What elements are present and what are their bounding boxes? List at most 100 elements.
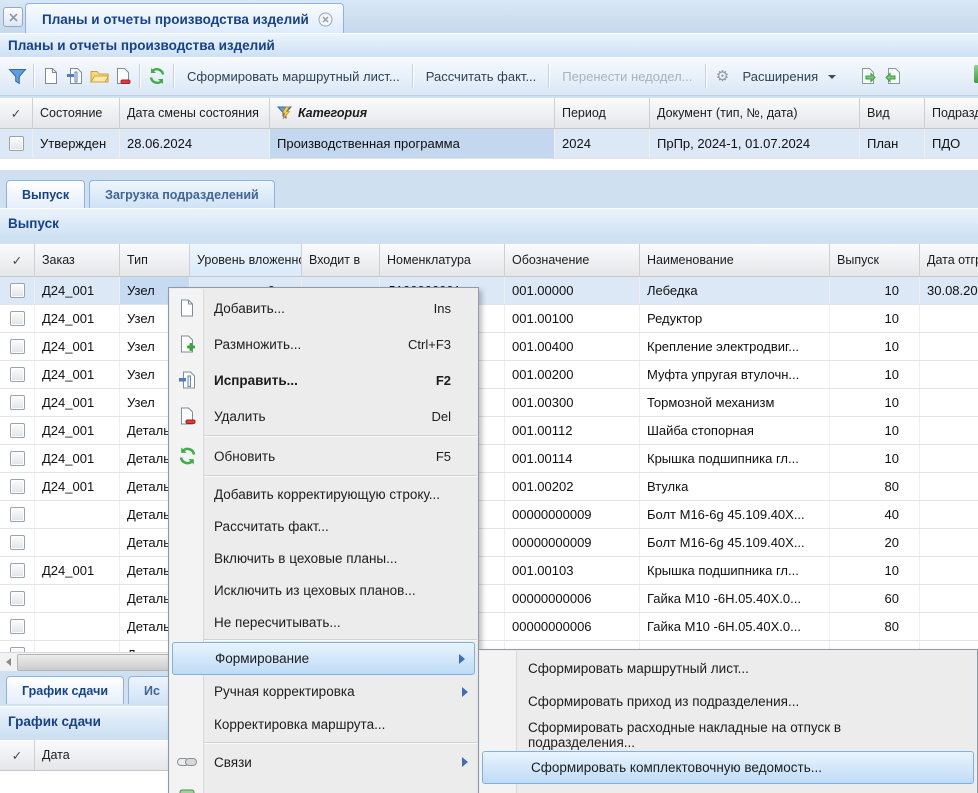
cell-designation[interactable]: 00000000006 (505, 613, 640, 640)
checkbox[interactable] (9, 619, 25, 634)
cell-order[interactable] (35, 613, 120, 640)
row-check-cell[interactable] (0, 641, 35, 652)
cell-output[interactable]: 10 (830, 389, 920, 416)
cell-output[interactable]: 10 (830, 277, 920, 304)
cell-order[interactable] (35, 641, 120, 652)
cell-state-date[interactable]: 28.06.2024 (120, 129, 270, 158)
cell-order[interactable] (35, 501, 120, 528)
table-row[interactable]: Д24_001 Деталь 001.00202 Втулка 80 (0, 473, 978, 501)
cell-name[interactable]: Муфта упругая втулочн... (640, 361, 830, 388)
make-route-sheet-button[interactable]: Сформировать маршрутный лист... (187, 68, 400, 84)
col-header-period[interactable]: Период (555, 98, 650, 128)
table-row[interactable]: Д24_001 Деталь 001.00112 Шайба стопорная 10 (0, 417, 978, 445)
cell-output[interactable]: 20 (830, 529, 920, 556)
row-check-cell[interactable] (0, 417, 35, 444)
menu-item-duplicate[interactable]: Размножить... Ctrl+F3 (170, 326, 477, 362)
cell-ship-date[interactable] (920, 585, 978, 612)
row-check-cell[interactable] (0, 501, 35, 528)
cell-order[interactable]: Д24_001 (35, 473, 120, 500)
table-row[interactable]: Д24_001Узел0Д100000001001.00000Лебедка10… (0, 277, 978, 305)
cell-nomenclature[interactable] (380, 501, 505, 528)
col-header-check[interactable]: ✓ (0, 244, 35, 276)
cell-designation[interactable]: 001.00103 (505, 557, 640, 584)
menu-item-add[interactable]: Добавить... Ins (170, 290, 477, 326)
cell-designation[interactable]: 00000000009 (505, 529, 640, 556)
cell-output[interactable]: 60 (830, 585, 920, 612)
cell-nomenclature[interactable] (380, 333, 505, 360)
cell-name[interactable]: Редуктор (640, 305, 830, 332)
tab-plans-reports[interactable]: Планы и отчеты производства изделий (25, 3, 344, 34)
col-header-view[interactable]: Вид (860, 98, 925, 128)
cell-order[interactable] (35, 585, 120, 612)
cell-document[interactable]: ПрПр, 2024-1, 01.07.2024 (650, 129, 860, 158)
row-check-cell[interactable] (0, 529, 35, 556)
col-header-name[interactable]: Наименование (640, 244, 830, 276)
cell-name[interactable]: Болт М16-6g 45.109.40Х... (640, 529, 830, 556)
cell-ship-date[interactable] (920, 445, 978, 472)
close-all-button[interactable] (3, 7, 23, 27)
cell-designation[interactable]: 00000000009 (505, 501, 640, 528)
cell-order[interactable]: Д24_001 (35, 333, 120, 360)
submenu-item-picking-list[interactable]: Сформировать комплектовочную ведомость..… (482, 751, 974, 784)
cell-order[interactable]: Д24_001 (35, 445, 120, 472)
cell-category[interactable]: Производственная программа (270, 129, 555, 158)
checkbox[interactable] (9, 591, 25, 606)
cell-period[interactable]: 2024 (555, 129, 650, 158)
cell-order[interactable]: Д24_001 (35, 277, 120, 304)
cell-output[interactable]: 40 (830, 501, 920, 528)
cell-ship-date[interactable] (920, 389, 978, 416)
new-doc-icon[interactable] (39, 64, 63, 88)
cell-output[interactable]: 10 (830, 557, 920, 584)
cell-nomenclature[interactable] (380, 473, 505, 500)
menu-item-delete[interactable]: Удалить Del (170, 398, 477, 434)
table-row[interactable]: Д24_001 Узел 001.00400 Крепление электродви… (0, 333, 978, 361)
move-unfinished-button[interactable]: Перенести недодел... (562, 68, 693, 84)
tab-vypusk[interactable]: Выпуск (6, 180, 86, 208)
edit-doc-icon[interactable] (63, 64, 87, 88)
cell-ship-date[interactable] (920, 361, 978, 388)
col-header-ship-date[interactable]: Дата отгрузки (920, 244, 978, 276)
tab-load-departments[interactable]: Загрузка подразделений (89, 180, 275, 208)
cell-nomenclature[interactable] (380, 585, 505, 612)
col-header-type[interactable]: Тип (120, 244, 190, 276)
cell-name[interactable]: Лебедка (640, 277, 830, 304)
cell-designation[interactable]: 001.00400 (505, 333, 640, 360)
cell-designation[interactable]: 001.00114 (505, 445, 640, 472)
row-check-cell[interactable] (0, 129, 33, 158)
checkbox[interactable] (8, 136, 24, 151)
checkbox[interactable] (9, 507, 25, 522)
cell-nomenclature[interactable] (380, 557, 505, 584)
cell-output[interactable]: 10 (830, 417, 920, 444)
col-header-state[interactable]: Состояние (33, 98, 120, 128)
delete-doc-icon[interactable] (111, 64, 135, 88)
col-header-level[interactable]: Уровень вложенности (190, 244, 302, 276)
col-header-order[interactable]: Заказ (35, 244, 120, 276)
cell-output[interactable]: 80 (830, 473, 920, 500)
cell-output[interactable]: 10 (830, 445, 920, 472)
cell-ship-date[interactable] (920, 501, 978, 528)
cell-nomenclature[interactable] (380, 389, 505, 416)
row-check-cell[interactable] (0, 473, 35, 500)
checkbox[interactable] (9, 283, 25, 298)
col-header-designation[interactable]: Обозначение (505, 244, 640, 276)
cell-output[interactable]: 10 (830, 361, 920, 388)
col-header-nomenclature[interactable]: Номенклатура (380, 244, 505, 276)
cell-nomenclature[interactable] (380, 445, 505, 472)
checkbox[interactable] (9, 563, 25, 578)
submenu-item-clipped[interactable]: Сф (480, 784, 976, 793)
row-check-cell[interactable] (0, 613, 35, 640)
row-check-cell[interactable] (0, 445, 35, 472)
cell-ship-date[interactable] (920, 305, 978, 332)
cell-view[interactable]: План (860, 129, 925, 158)
cell-ship-date[interactable] (920, 333, 978, 360)
cell-order[interactable]: Д24_001 (35, 557, 120, 584)
col-header-department[interactable]: Подразделение (925, 98, 978, 128)
col-header-category[interactable]: Категория (270, 98, 555, 128)
menu-item-route-correction[interactable]: Корректировка маршрута... (170, 708, 477, 741)
gear-icon[interactable]: ⚙ (715, 67, 730, 85)
checkbox[interactable] (9, 423, 25, 438)
submenu-item-receipt-from-department[interactable]: Сформировать приход из подразделения... (480, 685, 976, 718)
cell-ship-date[interactable] (920, 417, 978, 444)
chevron-down-icon[interactable] (828, 75, 837, 79)
menu-item-include-shop-plans[interactable]: Включить в цеховые планы... (170, 542, 477, 574)
